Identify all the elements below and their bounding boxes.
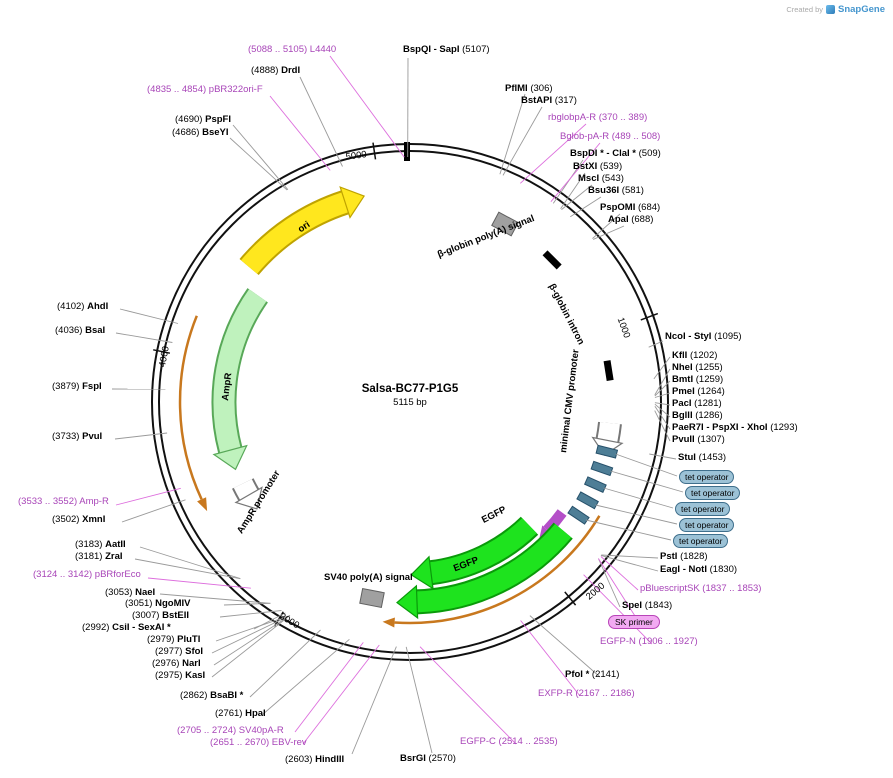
enzyme-label-bglii[interactable]: BglII (1286): [672, 410, 723, 421]
primer-label-egfp-n[interactable]: EGFP-N (1906 .. 1927): [600, 636, 698, 647]
enzyme-label-hindiii[interactable]: (2603) HindIII: [285, 754, 345, 765]
enzyme-label-aatii[interactable]: (3183) AatII: [75, 539, 126, 550]
primer-label-sv40pa-r[interactable]: (2705 .. 2724) SV40pA-R: [177, 725, 284, 736]
enzyme-label-pspomi[interactable]: PspOMI (684): [600, 202, 661, 213]
enzyme-label-fspi[interactable]: (3879) FspI: [52, 381, 102, 392]
feature-ampr-promoter-arrow[interactable]: [232, 478, 263, 510]
enzyme-label-ngomiv[interactable]: (3051) NgoMIV: [125, 598, 191, 609]
enzyme-label-msci[interactable]: MscI (543): [578, 173, 624, 184]
snapgene-watermark: Created by SnapGene: [786, 4, 885, 15]
enzyme-label-ahdi[interactable]: (4102) AhdI: [57, 301, 109, 312]
feature-ori-arrow[interactable]: [239, 186, 366, 276]
plasmid-size: 5115 bp: [393, 397, 427, 408]
enzyme-label-naei[interactable]: (3053) NaeI: [105, 587, 156, 598]
primer-label-pbr322ori-f[interactable]: (4835 .. 4854) pBR322ori-F: [147, 84, 263, 95]
feature-bglobin-polya-box[interactable]: [491, 211, 519, 237]
tet-operator-label-4[interactable]: tet operator: [679, 518, 735, 532]
enzyme-label-xmni[interactable]: (3502) XmnI: [52, 514, 106, 525]
enzyme-label-drdi[interactable]: (4888) DrdI: [251, 65, 301, 76]
feature-ampr-arrow[interactable]: [211, 288, 269, 471]
enzyme-label-zrai[interactable]: (3181) ZraI: [75, 551, 123, 562]
feature-label-sv40-polya[interactable]: SV40 poly(A) signal: [324, 572, 413, 583]
enzyme-label-bmti[interactable]: BmtI (1259): [672, 374, 724, 385]
plasmid-title-block: Salsa-BC77-P1G5 5115 bp: [310, 383, 510, 408]
enzyme-label-spei[interactable]: SpeI (1843): [622, 600, 673, 611]
primer-leader-lines: [115, 55, 653, 745]
enzyme-label-stui[interactable]: StuI (1453): [678, 452, 727, 463]
enzyme-label-bstxi[interactable]: BstXI (539): [573, 161, 623, 172]
primer-label-egfp-c[interactable]: EGFP-C (2514 .. 2535): [460, 736, 558, 747]
enzyme-label-apai[interactable]: ApaI (688): [608, 214, 654, 225]
enzyme-label-bseyi[interactable]: (4686) BseYI: [172, 127, 229, 138]
enzyme-label-paci[interactable]: PacI (1281): [672, 398, 722, 409]
enzyme-label-ncoi-styi[interactable]: NcoI - StyI (1095): [665, 331, 742, 342]
enzyme-label-csii-sexai[interactable]: (2992) CsiI - SexAI *: [82, 622, 171, 633]
primer-label-rbglobpa-r[interactable]: rbglobpA-R (370 .. 389): [548, 112, 648, 123]
enzyme-label-bspdi-clai[interactable]: BspDI * - ClaI * (509): [570, 148, 661, 159]
enzyme-label-psti[interactable]: PstI (1828): [660, 551, 708, 562]
feature-egfp-arrow-outer[interactable]: [396, 522, 573, 620]
tet-operator-label-2[interactable]: tet operator: [685, 486, 741, 500]
enzyme-label-pfoi[interactable]: PfoI * (2141): [565, 669, 620, 680]
sk-primer-label[interactable]: SK primer: [608, 615, 660, 629]
plasmid-name: Salsa-BC77-P1G5: [361, 383, 459, 395]
watermark-prefix: Created by: [786, 5, 823, 14]
feature-sv40-polya-box[interactable]: [359, 587, 385, 609]
enzyme-label-paer7i-pspxi-xhoi[interactable]: PaeR7I - PspXI - XhoI (1293): [672, 422, 798, 433]
tet-operator-label-5[interactable]: tet operator: [673, 534, 729, 548]
enzyme-label-bspqi-sapi[interactable]: BspQI - SapI (5107): [403, 44, 490, 55]
enzyme-label-hpai[interactable]: (2761) HpaI: [215, 708, 266, 719]
primer-label-pbrforeco[interactable]: (3124 .. 3142) pBRforEco: [33, 569, 141, 580]
enzyme-label-bstapi[interactable]: BstAPI (317): [521, 95, 577, 106]
enzyme-label-pvuii[interactable]: PvuII (1307): [672, 434, 725, 445]
enzyme-label-bsabi[interactable]: (2862) BsaBI *: [180, 690, 244, 701]
snapgene-logo-icon: [826, 5, 835, 14]
enzyme-label-pluti[interactable]: (2979) PluTI: [147, 634, 201, 645]
enzyme-label-eagi-noti[interactable]: EagI - NotI (1830): [660, 564, 738, 575]
enzyme-label-nari[interactable]: (2976) NarI: [152, 658, 201, 669]
primer-label-l4440[interactable]: (5088 .. 5105) L4440: [248, 44, 337, 55]
orf-frame-arrow-ampr: [178, 315, 208, 512]
enzyme-label-sfoi[interactable]: (2977) SfoI: [155, 646, 204, 657]
primer-label-amp-r[interactable]: (3533 .. 3552) Amp-R: [18, 496, 109, 507]
enzyme-label-bsteii[interactable]: (3007) BstEII: [132, 610, 190, 621]
enzyme-label-bsu36i[interactable]: Bsu36I (581): [588, 185, 644, 196]
enzyme-label-bsai[interactable]: (4036) BsaI: [55, 325, 106, 336]
primer-label-ebv-rev[interactable]: (2651 .. 2670) EBV-rev: [210, 737, 307, 748]
tet-operator-label-1[interactable]: tet operator: [679, 470, 735, 484]
primer-label-pbluescriptsk[interactable]: pBluescriptSK (1837 .. 1853): [640, 583, 762, 594]
tet-operator-label-3[interactable]: tet operator: [675, 502, 731, 516]
enzyme-leader-lines: [111, 57, 684, 755]
enzyme-label-nhei[interactable]: NheI (1255): [672, 362, 723, 373]
orf-frame-arrow-egfp: [382, 515, 601, 628]
feature-bglobin-intron-bars[interactable]: [542, 250, 614, 382]
feature-tet-operator-bars[interactable]: [567, 444, 619, 525]
primer-label-exfp-r[interactable]: EXFP-R (2167 .. 2186): [538, 688, 635, 699]
origin-site-tick: [404, 142, 410, 161]
enzyme-label-pspfi[interactable]: (4690) PspFI: [175, 114, 231, 125]
enzyme-label-kasi[interactable]: (2975) KasI: [155, 670, 206, 681]
enzyme-label-pvui[interactable]: (3733) PvuI: [52, 431, 103, 442]
enzyme-label-bsrgi[interactable]: BsrGI (2570): [400, 753, 456, 764]
feature-egfp-arrow-inner[interactable]: [410, 516, 539, 590]
enzyme-label-pflmi[interactable]: PflMI (306): [505, 83, 553, 94]
enzyme-label-pmei[interactable]: PmeI (1264): [672, 386, 725, 397]
primer-label-bglob-pa-r[interactable]: Bglob-pA-R (489 .. 508): [560, 131, 661, 142]
enzyme-label-kfli[interactable]: KflI (1202): [672, 350, 718, 361]
snapgene-brand: SnapGene: [838, 4, 885, 15]
